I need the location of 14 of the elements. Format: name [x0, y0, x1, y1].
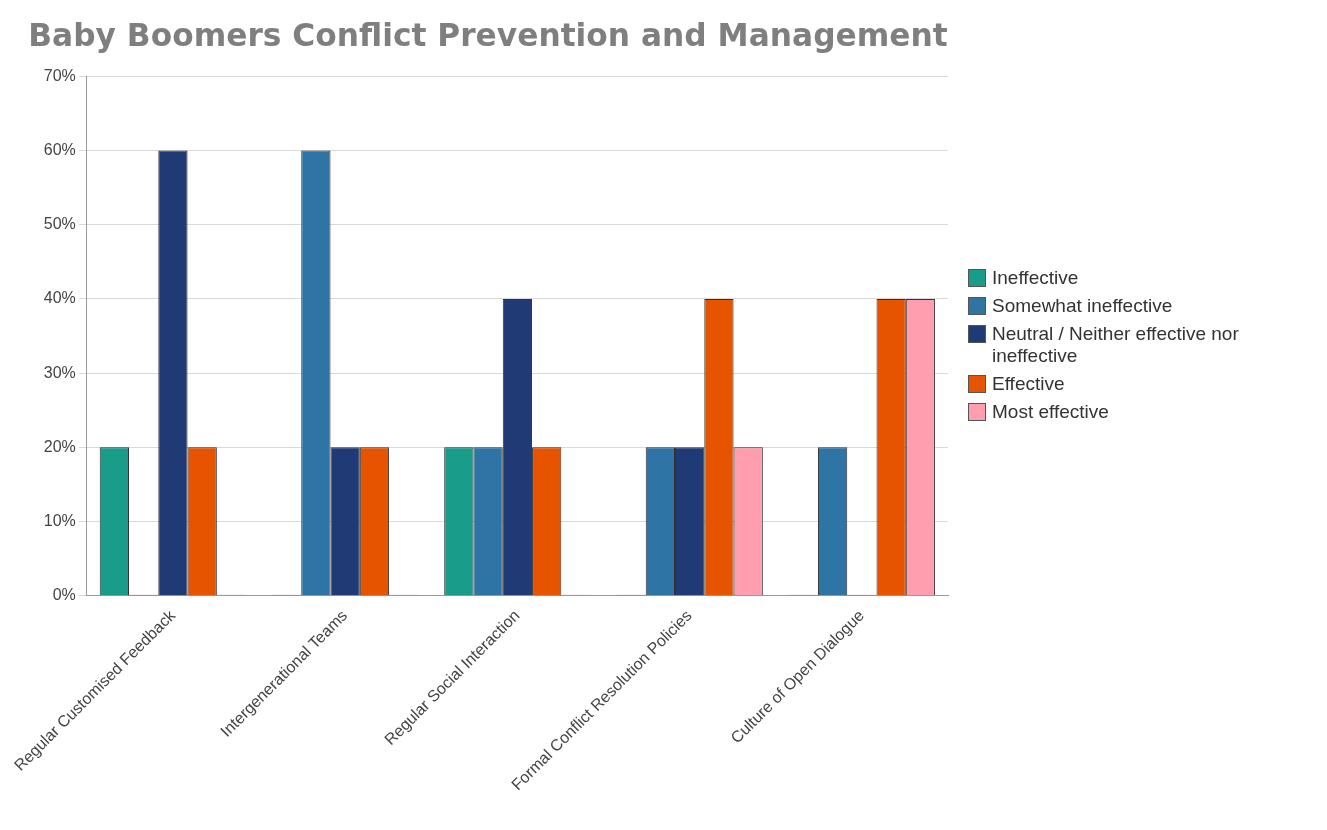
y-tick-label: 60%: [43, 140, 76, 158]
y-tick-label: 50%: [43, 215, 76, 233]
y-tick-label: 0%: [52, 586, 76, 604]
legend-label: Neutral / Neither effective nor ineffective: [992, 323, 1240, 367]
legend-label: Somewhat ineffective: [992, 295, 1173, 317]
y-tick-label: 70%: [43, 66, 76, 84]
chart-title: Baby Boomers Conflict Prevention and Management: [28, 16, 948, 53]
y-tick-label: 30%: [43, 363, 76, 381]
y-tick-label: 10%: [43, 511, 76, 529]
legend-label: Most effective: [992, 401, 1109, 423]
y-tick-label: 40%: [43, 289, 76, 307]
legend-label: Effective: [992, 373, 1065, 395]
y-tick-label: 20%: [43, 437, 76, 455]
legend-label: Ineffective: [992, 267, 1079, 289]
